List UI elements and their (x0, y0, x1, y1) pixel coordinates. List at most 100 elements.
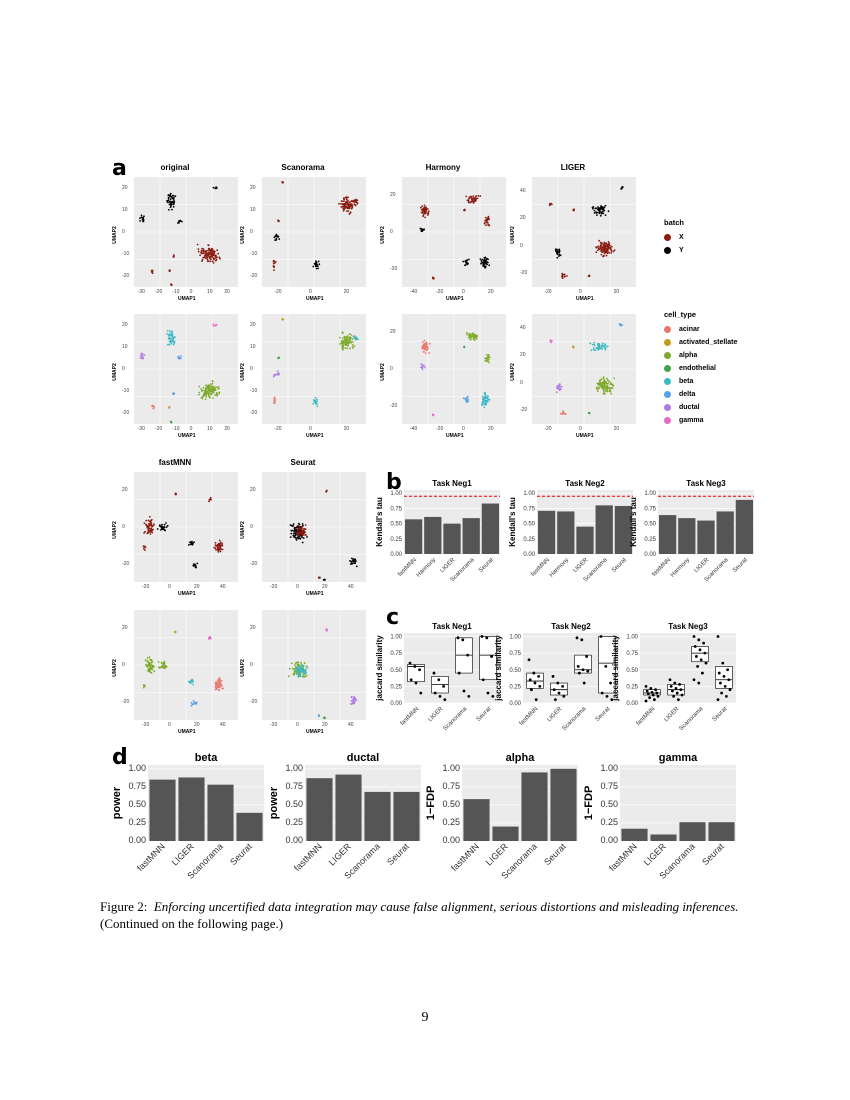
umap-point (597, 245, 599, 248)
y-tick-label: 0.00 (509, 701, 521, 707)
x-tick-label: Harmony (416, 557, 437, 578)
umap-point (597, 206, 599, 208)
umap-point (171, 200, 174, 203)
y-tick-label: 0.00 (600, 835, 618, 845)
y-tick-label: -10 (122, 251, 130, 257)
y-tick-label: 10 (122, 344, 128, 350)
umap-point (169, 337, 171, 339)
data-point (721, 661, 725, 665)
umap-point (200, 250, 203, 252)
data-point (717, 671, 721, 675)
x-tick-label: Harmony (549, 557, 570, 578)
chart-title: beta (195, 752, 219, 764)
umap-point (601, 210, 604, 213)
cluster-gamma (212, 186, 218, 190)
umap-point (174, 336, 176, 338)
umap-point (346, 210, 348, 212)
data-point (600, 691, 604, 695)
umap-point (274, 239, 276, 241)
umap-point (559, 254, 562, 257)
x-axis-label: UMAP1 (576, 296, 594, 302)
bar (492, 826, 519, 841)
umap-point (351, 338, 354, 341)
y-tick-label: 10 (122, 207, 128, 213)
umap-point (211, 380, 214, 382)
umap-point (354, 200, 357, 203)
umap-point (168, 200, 171, 203)
umap-point (178, 219, 181, 222)
x-tick-label: fastMNN (636, 706, 657, 727)
umap-point (166, 200, 168, 202)
umap-point (203, 389, 206, 392)
chart-title: Task Neg3 (686, 479, 726, 488)
umap-point (208, 256, 211, 259)
umap-point (601, 246, 604, 249)
umap-point (607, 241, 610, 243)
data-point (645, 689, 649, 693)
y-tick-label: 1.00 (509, 635, 521, 641)
umap-point (139, 220, 141, 222)
bar-chart-task-neg3: 0.00 0.25 0.50 0.75 1.00 Task Neg3 Kendall's t… (629, 479, 754, 583)
data-point (582, 681, 586, 685)
y-tick-label: 1.00 (626, 635, 638, 641)
umap-point (487, 261, 489, 264)
y-tick-label: 0 (122, 229, 125, 235)
data-point (725, 694, 728, 698)
umap-points (134, 314, 238, 424)
umap-point (212, 391, 215, 394)
data-point (551, 675, 555, 678)
umap-point (201, 258, 204, 261)
umap-point (314, 262, 317, 264)
umap-point (197, 248, 200, 251)
data-point (704, 661, 708, 665)
bar-chart-ductal: 0.00 0.25 0.50 0.75 1.00 ductal power fastMNN LI… (268, 752, 421, 881)
umap-point (212, 388, 215, 391)
umap-point (466, 259, 469, 262)
umap-point (599, 245, 602, 248)
umap-point (201, 397, 204, 400)
umap-point (347, 196, 349, 199)
data-point (697, 681, 701, 685)
data-point (693, 645, 697, 648)
umap-point (205, 253, 208, 255)
data-point (432, 671, 436, 675)
cluster-beta (479, 256, 491, 269)
x-tick-label: Seurat (611, 557, 628, 574)
umap-point (345, 201, 347, 204)
umap-panel-original-batch: original -30 -20 -10 0 10 20 20 10 0 -10 -20 UMAP1 UM… (112, 163, 238, 309)
data-point (675, 691, 679, 695)
data-point (716, 635, 720, 638)
umap-point (203, 393, 205, 396)
data-point (697, 638, 701, 642)
y-tick-label: 0.25 (644, 537, 656, 543)
y-tick-label: 0.50 (626, 668, 638, 674)
umap-points (262, 177, 366, 287)
x-tick-label: -10 (172, 289, 180, 295)
data-point (692, 635, 696, 638)
cluster-endothelial (463, 208, 466, 212)
data-point (461, 638, 465, 642)
umap-point (481, 258, 484, 261)
cluster-alpha (198, 380, 221, 401)
bar (178, 777, 205, 841)
umap-point (218, 392, 220, 395)
data-point (701, 671, 704, 675)
umap-point (211, 387, 214, 389)
umap-point (172, 194, 174, 197)
x-tick-label: LIGER (484, 841, 511, 868)
umap-point (200, 388, 203, 390)
umap-point (317, 260, 320, 263)
umap-point (346, 335, 349, 337)
data-point (462, 689, 466, 693)
data-point (556, 681, 560, 685)
umap-point (597, 247, 600, 250)
y-tick-label: 1.00 (600, 763, 618, 773)
y-tick-label: 0.75 (128, 781, 146, 791)
caption-text: Enforcing uncertified data integration m… (153, 899, 739, 914)
cluster-acinar (150, 269, 154, 275)
umap-point (341, 200, 343, 202)
umap-point (464, 264, 466, 266)
umap-point (214, 389, 217, 391)
x-tick-label: Harmony (670, 557, 691, 578)
x-tick-label: Scanorama (678, 706, 704, 732)
